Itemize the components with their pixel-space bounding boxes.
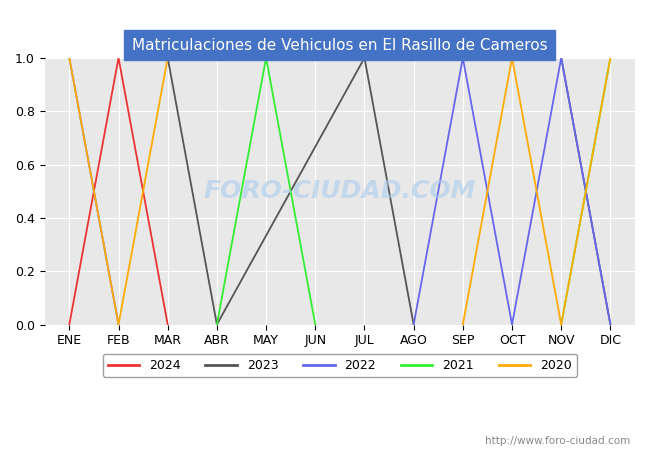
2023 (164, 55, 172, 61)
2024 (164, 322, 172, 327)
2024 (114, 55, 122, 61)
Text: FORO-CIUDAD.COM: FORO-CIUDAD.COM (203, 179, 476, 203)
2020 (164, 55, 172, 61)
Line: 2020: 2020 (70, 58, 168, 324)
2024 (66, 322, 73, 327)
2021 (213, 322, 221, 327)
2021 (262, 55, 270, 61)
2023 (213, 322, 221, 327)
2023 (410, 322, 417, 327)
2021 (311, 322, 319, 327)
Text: http://www.foro-ciudad.com: http://www.foro-ciudad.com (486, 436, 630, 446)
Line: 2024: 2024 (70, 58, 168, 324)
2023 (361, 55, 369, 61)
Legend: 2024, 2023, 2022, 2021, 2020: 2024, 2023, 2022, 2021, 2020 (103, 354, 577, 377)
2023 (164, 55, 172, 61)
Line: 2023: 2023 (168, 58, 413, 324)
2020 (66, 55, 73, 61)
2020 (114, 322, 122, 327)
Line: 2021: 2021 (217, 58, 315, 324)
Title: Matriculaciones de Vehiculos en El Rasillo de Cameros: Matriculaciones de Vehiculos en El Rasil… (132, 37, 548, 53)
